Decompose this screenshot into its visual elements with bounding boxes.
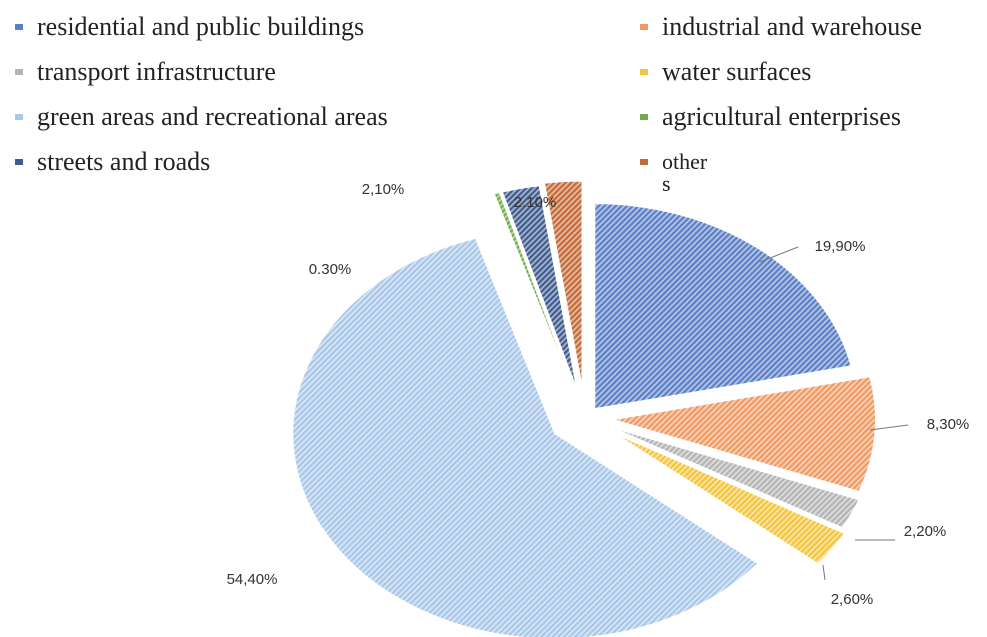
data-label: 54,40%: [227, 571, 278, 588]
legend-label: industrial and warehouse: [662, 12, 922, 41]
data-label: 8,30%: [927, 416, 970, 433]
data-label: 0.30%: [309, 261, 352, 278]
pie-slice: [594, 203, 852, 410]
legend-label: agricultural enterprises: [662, 102, 901, 131]
legend-label: transport infrastructure: [37, 57, 276, 86]
leader-line: [759, 246, 799, 263]
legend-marker: [15, 159, 23, 165]
data-label: 2.10%: [514, 194, 557, 211]
legend-marker: [640, 24, 648, 30]
legend-label: water surfaces: [662, 57, 812, 86]
pie-slice: [493, 192, 575, 390]
legend-label: residential and public buildings: [37, 12, 365, 41]
legend-label: other s: [662, 149, 708, 196]
legend-marker: [640, 114, 648, 120]
data-label: 19,90%: [815, 238, 866, 255]
data-label: 2,20%: [904, 523, 947, 540]
pie-slice: [614, 433, 845, 565]
pie-slice: [613, 427, 860, 529]
legend-marker: [15, 69, 23, 75]
legend-marker: [640, 159, 648, 165]
legend-marker: [15, 24, 23, 30]
leader-line: [869, 424, 909, 431]
legend-label: green areas and recreational areas: [37, 102, 388, 131]
pie-slice: [613, 376, 876, 492]
data-label: 2,60%: [831, 591, 874, 608]
pie-slice: [292, 237, 759, 637]
data-label: 2,10%: [362, 181, 405, 198]
pie-slice: [501, 185, 578, 389]
pie-slice: [543, 180, 583, 387]
legend-label: streets and roads: [37, 147, 211, 176]
legend-marker: [640, 69, 648, 75]
legend-marker: [15, 114, 23, 120]
leader-line: [822, 564, 826, 581]
